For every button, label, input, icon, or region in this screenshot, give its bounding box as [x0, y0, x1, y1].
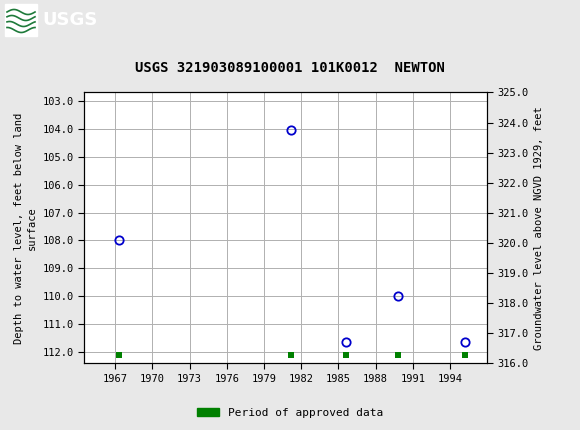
Y-axis label: Groundwater level above NGVD 1929, feet: Groundwater level above NGVD 1929, feet: [534, 106, 545, 350]
Bar: [5, 4, 37, 36]
Y-axis label: Depth to water level, feet below land
surface: Depth to water level, feet below land su…: [14, 112, 37, 344]
Text: USGS 321903089100001 101K0012  NEWTON: USGS 321903089100001 101K0012 NEWTON: [135, 61, 445, 75]
Text: USGS: USGS: [42, 11, 97, 29]
Legend: Period of approved data: Period of approved data: [193, 403, 387, 422]
